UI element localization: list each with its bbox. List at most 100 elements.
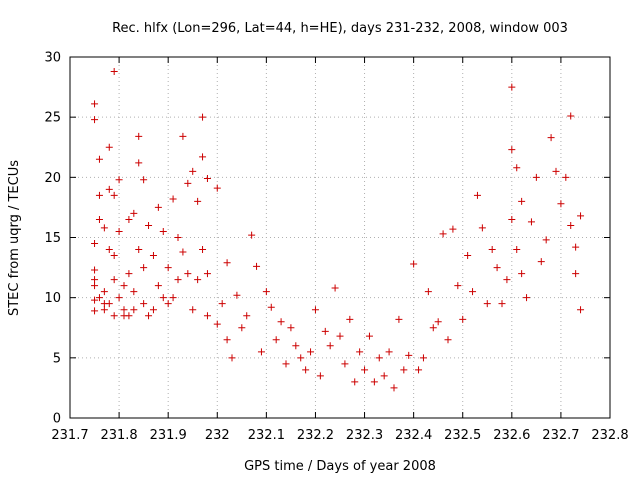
data-point [125,312,133,320]
data-point [95,191,103,199]
data-point [238,324,246,332]
data-point [154,203,162,211]
data-point [159,227,167,235]
x-tick-label: 232.3 [346,428,383,443]
data-point [518,270,526,278]
data-point [184,179,192,187]
data-point [390,384,398,392]
x-tick-label: 232.7 [542,428,579,443]
x-tick-label: 232.4 [395,428,432,443]
data-point [199,113,207,121]
x-tick-label: 232.5 [444,428,481,443]
data-point [351,378,359,386]
data-point [91,100,99,108]
data-point [380,372,388,380]
data-point [292,342,300,350]
x-tick-label: 231.7 [51,428,88,443]
data-point [532,173,540,181]
data-point [105,300,113,308]
data-point [199,246,207,254]
data-point [429,324,437,332]
data-point [184,270,192,278]
data-point [454,282,462,290]
y-tick-label: 10 [44,291,61,306]
data-point [449,225,457,233]
data-point [513,164,521,172]
data-point [537,258,545,266]
data-point [203,270,211,278]
data-point [140,300,148,308]
data-point [91,266,99,274]
data-point [277,318,285,326]
data-point [194,276,202,284]
data-point [140,264,148,272]
data-point [130,306,138,314]
data-point [223,259,231,267]
plot-frame [69,56,611,419]
data-point [120,306,128,314]
data-point [547,134,555,142]
data-point [179,132,187,140]
data-point [439,230,447,238]
data-point [189,167,197,175]
data-point [120,282,128,290]
data-point [105,143,113,151]
data-point [140,176,148,184]
data-point [213,320,221,328]
data-point [410,260,418,268]
data-point [385,348,393,356]
data-point [203,312,211,320]
data-point [95,215,103,223]
data-point [100,288,108,296]
data-point [91,307,99,315]
data-point [145,312,153,320]
data-point [164,300,172,308]
data-point [272,336,280,344]
data-point [557,200,565,208]
data-point [316,372,324,380]
data-point [91,276,99,284]
data-point [267,303,275,311]
data-point [149,252,157,260]
data-point [326,342,334,350]
x-axis-label: GPS time / Days of year 2008 [244,459,436,474]
data-point [419,354,427,362]
data-point [145,221,153,229]
data-point [135,159,143,167]
data-point [174,276,182,284]
data-point [105,185,113,193]
data-point [527,218,535,226]
data-point [91,116,99,124]
y-tick-label: 30 [44,51,61,66]
data-point [498,300,506,308]
y-tick-label: 25 [44,111,61,126]
data-point [95,155,103,163]
data-point [164,264,172,272]
data-point [508,146,516,154]
data-point [513,246,521,254]
data-point [311,306,319,314]
data-point [91,282,99,290]
data-point [424,288,432,296]
data-point [400,366,408,374]
data-point [542,236,550,244]
data-point [125,215,133,223]
data-point [567,221,575,229]
data-point [149,306,157,314]
data-point [518,197,526,205]
data-point [361,366,369,374]
x-tick-label: 232.1 [248,428,285,443]
data-point [444,336,452,344]
data-point [203,175,211,183]
data-point [552,167,560,175]
data-point [115,176,123,184]
data-point [365,332,373,340]
data-point [562,173,570,181]
data-point [302,366,310,374]
data-point [341,360,349,368]
y-tick-label: 0 [53,412,61,427]
data-point [459,315,467,323]
data-point [115,227,123,235]
data-point [331,284,339,292]
